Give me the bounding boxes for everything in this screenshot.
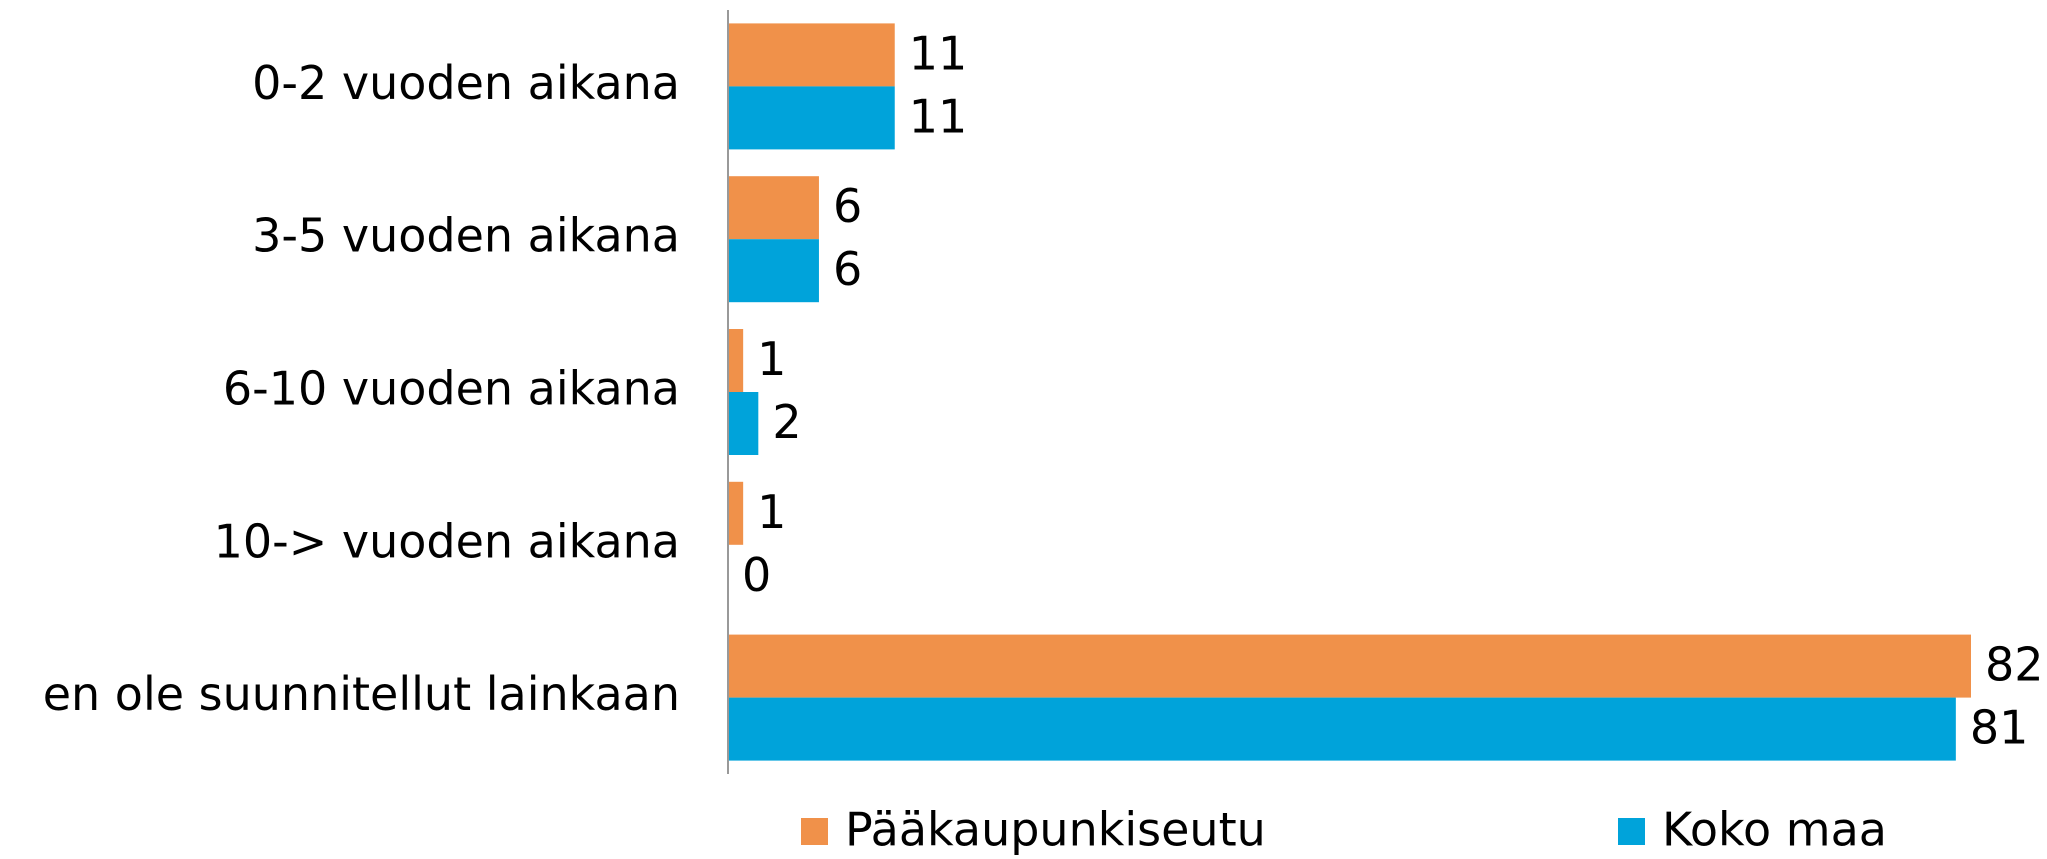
y-tick-label: 10-> vuoden aikana (214, 514, 680, 568)
bar (728, 176, 819, 240)
bar (728, 634, 1971, 698)
bar (728, 239, 819, 303)
data-label: 6 (833, 242, 862, 296)
bar (728, 697, 1956, 761)
y-tick-label: 6-10 vuoden aikana (223, 362, 680, 416)
data-label: 11 (909, 26, 968, 80)
legend-label: Pääkaupunkiseutu (845, 803, 1266, 857)
data-label: 11 (909, 89, 968, 143)
y-tick-label: 3-5 vuoden aikana (252, 209, 680, 263)
bar (728, 23, 895, 87)
bar (728, 329, 744, 392)
bar (728, 392, 759, 455)
bar (728, 86, 895, 150)
bar (728, 481, 744, 545)
legend-swatch (801, 818, 828, 845)
data-label: 0 (742, 548, 771, 602)
data-label: 81 (1970, 701, 2029, 755)
legend-label: Koko maa (1662, 803, 1887, 857)
data-label: 2 (772, 395, 801, 449)
y-tick-label: en ole suunnitellut lainkaan (43, 667, 680, 721)
data-label: 1 (757, 332, 786, 386)
legend-swatch (1618, 818, 1645, 845)
data-label: 6 (833, 179, 862, 233)
y-tick-label: 0-2 vuoden aikana (252, 56, 680, 110)
data-label: 1 (757, 485, 786, 539)
data-label: 82 (1985, 638, 2044, 692)
